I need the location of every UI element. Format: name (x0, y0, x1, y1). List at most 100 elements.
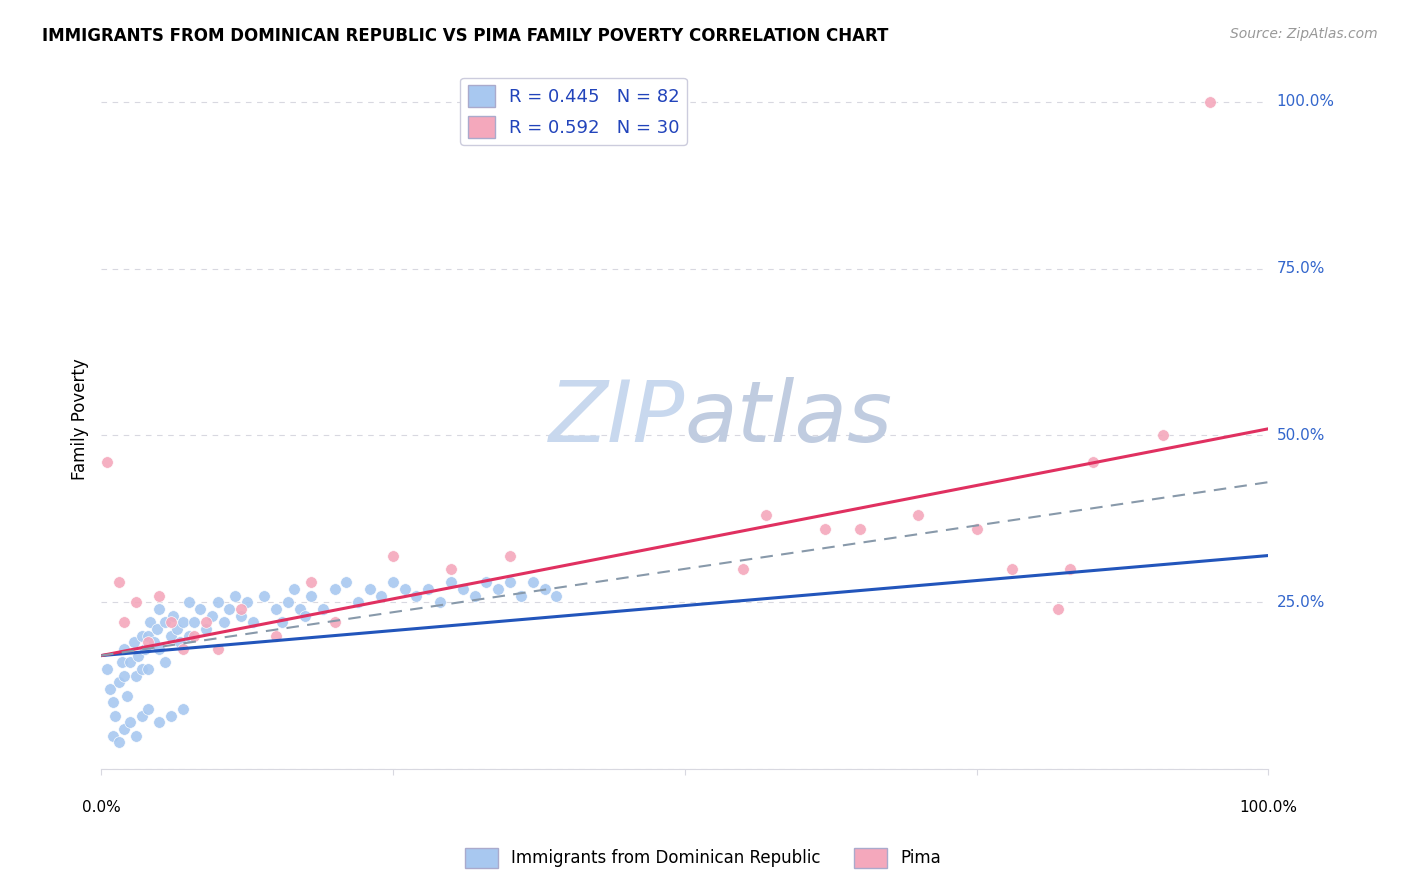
Point (131, 708, 153, 723)
Text: atlas: atlas (685, 377, 893, 460)
Point (1059, 562, 1081, 576)
Point (464, 589, 486, 603)
Point (136, 702, 159, 716)
Point (335, 575, 357, 590)
Point (120, 655, 142, 669)
Point (107, 575, 129, 590)
Point (183, 629, 205, 643)
Text: 75.0%: 75.0% (1277, 261, 1324, 277)
Point (277, 595, 299, 609)
Point (1199, 95, 1222, 109)
Point (125, 668, 148, 682)
Point (475, 575, 498, 590)
Point (148, 602, 170, 616)
Point (104, 708, 127, 723)
Point (733, 562, 755, 576)
Point (207, 595, 229, 609)
Point (120, 715, 142, 730)
Point (155, 655, 177, 669)
Point (440, 575, 463, 590)
Point (112, 615, 135, 630)
Point (323, 582, 346, 596)
Legend: R = 0.445   N = 82, R = 0.592   N = 30: R = 0.445 N = 82, R = 0.592 N = 30 (460, 78, 688, 145)
Point (169, 635, 191, 649)
Point (510, 589, 533, 603)
Point (112, 722, 135, 736)
Point (148, 641, 170, 656)
Point (201, 608, 224, 623)
Point (155, 615, 177, 630)
Y-axis label: Family Poverty: Family Poverty (72, 358, 89, 480)
Point (146, 622, 169, 636)
Point (142, 635, 165, 649)
Point (125, 729, 148, 743)
Point (160, 629, 183, 643)
Point (107, 675, 129, 690)
Point (283, 582, 305, 596)
Point (405, 589, 427, 603)
Point (264, 602, 287, 616)
Point (1152, 428, 1174, 442)
Point (486, 582, 509, 596)
Point (546, 589, 568, 603)
Point (136, 662, 159, 676)
Point (148, 589, 170, 603)
Point (323, 615, 346, 630)
Legend: Immigrants from Dominican Republic, Pima: Immigrants from Dominican Republic, Pima (458, 841, 948, 875)
Point (107, 735, 129, 749)
Point (101, 729, 124, 743)
Point (224, 589, 246, 603)
Point (271, 615, 294, 630)
Point (134, 641, 156, 656)
Point (131, 662, 153, 676)
Point (218, 602, 240, 616)
Point (136, 635, 159, 649)
Point (112, 668, 135, 682)
Point (359, 582, 381, 596)
Point (112, 641, 135, 656)
Point (96, 455, 118, 469)
Point (125, 595, 148, 609)
Point (1047, 602, 1070, 616)
Point (131, 629, 153, 643)
Point (231, 608, 253, 623)
Point (288, 602, 311, 616)
Point (498, 575, 520, 590)
Point (312, 602, 335, 616)
Point (212, 615, 235, 630)
Point (381, 549, 404, 563)
Text: ZIP: ZIP (548, 377, 685, 460)
Point (814, 522, 837, 536)
Point (207, 641, 229, 656)
Point (755, 508, 778, 523)
Point (429, 595, 451, 609)
Point (127, 648, 149, 663)
Point (347, 595, 370, 609)
Point (172, 615, 194, 630)
Point (96, 662, 118, 676)
Point (416, 582, 439, 596)
Point (115, 689, 138, 703)
Point (294, 608, 316, 623)
Point (231, 602, 253, 616)
Point (236, 595, 259, 609)
Text: 0.0%: 0.0% (82, 799, 121, 814)
Point (148, 715, 170, 730)
Point (101, 695, 124, 709)
Point (299, 575, 322, 590)
Point (1083, 455, 1105, 469)
Point (122, 635, 145, 649)
Point (533, 582, 555, 596)
Point (370, 589, 392, 603)
Point (264, 629, 287, 643)
Point (907, 508, 929, 523)
Point (394, 582, 416, 596)
Point (1000, 562, 1022, 576)
Point (136, 629, 159, 643)
Text: 25.0%: 25.0% (1277, 595, 1324, 610)
Point (966, 522, 988, 536)
Point (253, 589, 276, 603)
Text: 100.0%: 100.0% (1240, 799, 1298, 814)
Point (166, 622, 188, 636)
Point (299, 589, 322, 603)
